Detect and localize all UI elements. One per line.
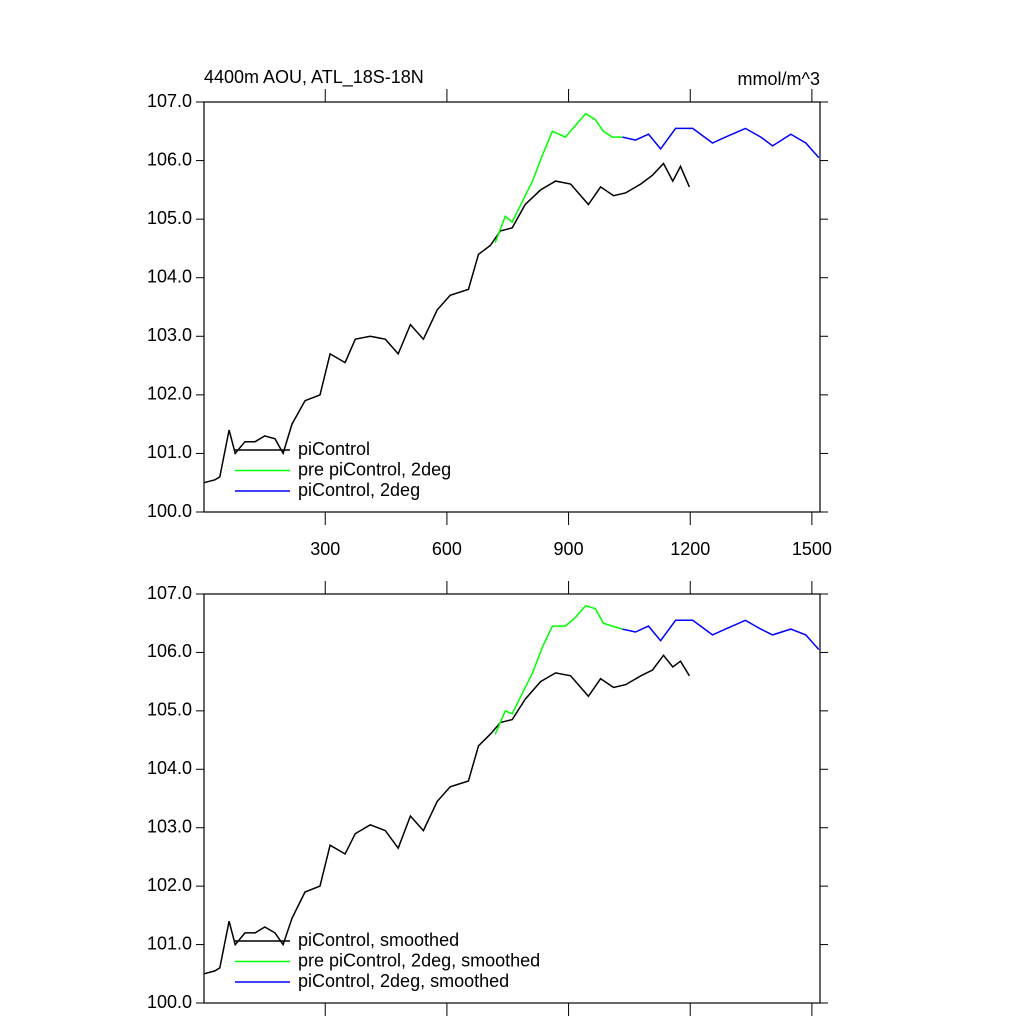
y-tick-label: 107.0 <box>147 91 192 111</box>
series-line <box>494 604 623 735</box>
series-line <box>622 619 820 650</box>
y-tick-label: 100.0 <box>147 501 192 521</box>
y-tick-label: 103.0 <box>147 816 192 836</box>
y-tick-label: 102.0 <box>147 384 192 404</box>
y-tick-label: 105.0 <box>147 700 192 720</box>
y-tick-label: 106.0 <box>147 641 192 661</box>
series-line <box>203 654 691 975</box>
y-tick-label: 104.0 <box>147 266 192 286</box>
legend-label: piControl, smoothed <box>298 930 459 950</box>
series-line <box>203 162 691 484</box>
plot-frame <box>203 593 821 1004</box>
y-tick-label: 101.0 <box>147 933 192 953</box>
legend-label: pre piControl, 2deg <box>298 459 451 479</box>
legend-label: piControl <box>298 439 370 459</box>
y-tick-label: 101.0 <box>147 442 192 462</box>
units-label: mmol/m^3 <box>738 69 820 89</box>
y-tick-label: 103.0 <box>147 325 192 345</box>
y-tick-label: 106.0 <box>147 149 192 169</box>
legend-label: piControl, 2deg <box>298 480 420 500</box>
y-tick-label: 100.0 <box>147 992 192 1012</box>
series-line <box>622 127 820 159</box>
x-tick-label: 600 <box>432 539 462 559</box>
series-line <box>494 112 623 243</box>
plot-frame <box>203 101 821 513</box>
y-tick-label: 104.0 <box>147 758 192 778</box>
y-tick-label: 107.0 <box>147 583 192 603</box>
y-tick-label: 102.0 <box>147 875 192 895</box>
chart-title: 4400m AOU, ATL_18S-18N <box>204 67 424 88</box>
y-tick-label: 105.0 <box>147 208 192 228</box>
x-tick-label: 1200 <box>670 539 710 559</box>
legend-label: piControl, 2deg, smoothed <box>298 971 509 991</box>
x-tick-label: 900 <box>554 539 584 559</box>
x-tick-label: 300 <box>310 539 340 559</box>
x-tick-label: 1500 <box>792 539 832 559</box>
legend-label: pre piControl, 2deg, smoothed <box>298 950 540 970</box>
